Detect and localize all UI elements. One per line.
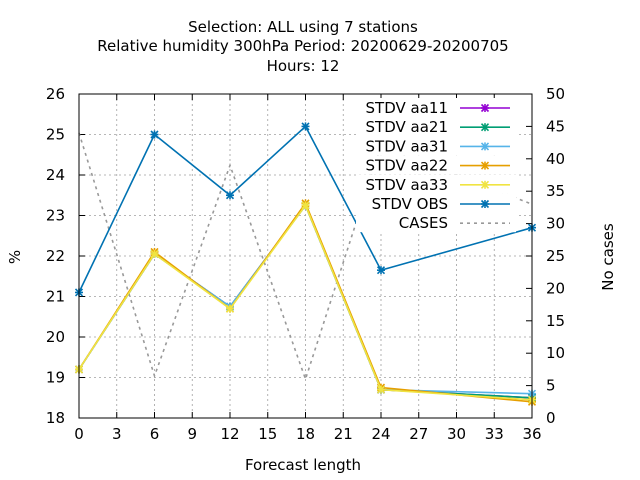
x-tick-label: 33 — [485, 425, 504, 443]
y-tick-label: 25 — [46, 126, 65, 144]
y2-axis-ticks: 0 5 10 15 20 25 30 35 40 45 50 — [526, 85, 565, 427]
x-tick-label: 27 — [409, 425, 428, 443]
series-stdv-aa33 — [74, 201, 537, 404]
y2-tick-label: 45 — [546, 117, 565, 135]
x-axis-label: Forecast length — [245, 456, 361, 474]
x-tick-label: 0 — [74, 425, 84, 443]
legend-item-stdv-aa21: STDV aa21 — [356, 117, 516, 137]
y2-tick-label: 25 — [546, 247, 565, 265]
legend-marker — [480, 180, 490, 189]
x-tick-label: 3 — [112, 425, 122, 443]
y-axis-ticks: 18 19 20 21 22 23 24 25 26 — [46, 85, 85, 427]
y2-tick-label: 0 — [546, 409, 556, 427]
data-point-stdv-obs — [225, 191, 235, 200]
legend-item-cases: CASES — [356, 213, 516, 233]
y-tick-label: 20 — [46, 328, 65, 346]
legend-item-stdv-aa33: STDV aa33 — [356, 174, 516, 194]
data-point-stdv-obs — [301, 122, 310, 131]
data-point-stdv-obs — [376, 266, 386, 275]
legend-item-stdv-aa31: STDV aa31 — [356, 136, 516, 156]
data-point-stdv-aa33 — [376, 385, 386, 394]
legend-item-stdv-aa22: STDV aa22 — [356, 155, 516, 175]
legend-label: STDV aa11 — [366, 99, 448, 117]
legend-marker — [480, 161, 490, 170]
y2-tick-label: 30 — [546, 215, 565, 233]
y-tick-label: 23 — [46, 207, 65, 225]
y2-tick-label: 5 — [546, 377, 556, 395]
legend-label: STDV aa33 — [366, 176, 448, 194]
x-tick-label: 30 — [447, 425, 466, 443]
data-point-stdv-aa33 — [225, 304, 235, 313]
x-tick-label: 21 — [334, 425, 353, 443]
legend-label: CASES — [399, 214, 448, 232]
y-tick-label: 26 — [46, 85, 65, 103]
y-tick-label: 21 — [46, 288, 65, 306]
legend-item-stdv-obs: STDV OBS — [356, 194, 516, 213]
data-point-stdv-obs — [150, 130, 159, 139]
y-tick-label: 18 — [46, 409, 65, 427]
y-tick-label: 19 — [46, 369, 65, 387]
y2-tick-label: 35 — [546, 182, 565, 200]
series-line-cases — [78, 132, 533, 382]
legend-marker — [480, 142, 490, 151]
x-tick-label: 24 — [371, 425, 390, 443]
series-line-stdv-aa22 — [78, 201, 533, 403]
y-tick-label: 22 — [46, 247, 65, 265]
x-tick-label: 15 — [258, 425, 277, 443]
data-point-stdv-aa33 — [301, 201, 310, 210]
y-axis-label: % — [6, 250, 24, 264]
plot-frame — [78, 93, 533, 419]
chart-title: Selection: ALL using 7 stations Relative… — [97, 18, 508, 75]
legend-marker — [480, 199, 490, 209]
legend-label: STDV OBS — [372, 195, 448, 213]
x-tick-label: 6 — [150, 425, 160, 443]
series-cases — [78, 132, 533, 382]
legend-label: STDV aa31 — [366, 137, 448, 155]
title-line-1: Selection: ALL using 7 stations — [188, 18, 418, 36]
series-line-stdv-aa33 — [78, 203, 533, 401]
x-tick-label: 18 — [296, 425, 315, 443]
title-line-3: Hours: 12 — [267, 57, 340, 75]
y2-tick-label: 10 — [546, 344, 565, 362]
legend-marker — [480, 123, 490, 132]
legend-marker — [480, 103, 490, 113]
grid — [79, 94, 532, 418]
y2-tick-label: 40 — [546, 150, 565, 168]
y2-axis-label: No cases — [599, 223, 617, 291]
title-line-2: Relative humidity 300hPa Period: 2020062… — [97, 37, 508, 55]
legend-item-stdv-aa11: STDV aa11 — [356, 98, 516, 117]
y2-tick-label: 20 — [546, 279, 565, 297]
x-tick-label: 9 — [187, 425, 197, 443]
y-tick-label: 24 — [46, 166, 65, 184]
y2-tick-label: 15 — [546, 312, 565, 330]
x-tick-label: 36 — [522, 425, 541, 443]
y2-tick-label: 50 — [546, 85, 565, 103]
x-tick-label: 12 — [220, 425, 239, 443]
data-point-stdv-aa33 — [150, 249, 159, 259]
series-line-stdv-obs — [78, 125, 533, 293]
legend-label: STDV aa22 — [366, 157, 448, 175]
legend-label: STDV aa21 — [366, 118, 448, 136]
